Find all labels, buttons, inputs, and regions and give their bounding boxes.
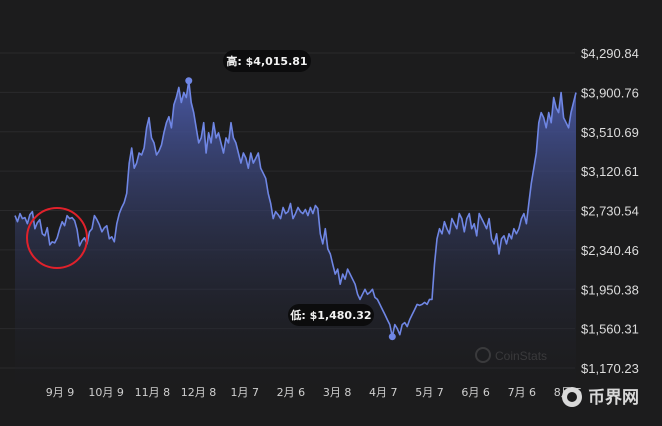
high-callout[interactable]: 高: $4,015.81	[223, 50, 311, 72]
price-line	[14, 80, 577, 338]
y-tick-label: $3,510.69	[581, 125, 639, 140]
x-tick-label: 9月 9	[46, 386, 75, 399]
badge-text: 币界网	[588, 388, 639, 408]
y-tick-label: $2,730.54	[581, 204, 639, 219]
y-tick-label: $3,900.76	[581, 85, 639, 100]
y-tick-label: $1,170.23	[581, 361, 639, 376]
low-marker	[388, 333, 396, 341]
y-tick-label: $4,290.84	[581, 46, 639, 61]
low-callout[interactable]: 低: $1,480.32	[288, 304, 374, 326]
x-tick-label: 10月 9	[88, 386, 124, 399]
x-tick-label: 4月 7	[369, 386, 398, 399]
high-marker	[185, 77, 193, 85]
x-tick-label: 6月 6	[461, 386, 490, 399]
low-callout-label: 低: $1,480.32	[289, 308, 371, 322]
area-fill	[15, 80, 576, 389]
x-tick-label: 7月 6	[508, 386, 537, 399]
x-tick-label: 3月 8	[323, 386, 352, 399]
high-callout-label: 高: $4,015.81	[226, 54, 307, 68]
y-tick-label: $1,560.31	[581, 322, 639, 337]
x-tick-label: 2月 6	[277, 386, 306, 399]
y-tick-label: $1,950.38	[581, 282, 639, 297]
y-tick-label: $2,340.46	[581, 243, 639, 258]
coinstats-logo-icon	[475, 347, 491, 363]
x-tick-label: 1月 7	[230, 386, 259, 399]
series-line	[14, 80, 577, 338]
y-axis-labels: $4,290.84 $3,900.76 $3,510.69 $3,120.61 $2,7…	[581, 46, 639, 376]
area-path	[15, 80, 576, 389]
x-tick-label: 5月 7	[415, 386, 444, 399]
x-tick-label: 12月 8	[181, 386, 217, 399]
site-badge: 币界网	[562, 387, 639, 408]
x-tick-label: 11月 8	[135, 386, 171, 399]
watermark-text: CoinStats	[495, 349, 547, 363]
y-tick-label: $3,120.61	[581, 164, 639, 179]
annotation-circle	[26, 207, 88, 269]
coinstats-watermark: CoinStats	[475, 347, 547, 363]
